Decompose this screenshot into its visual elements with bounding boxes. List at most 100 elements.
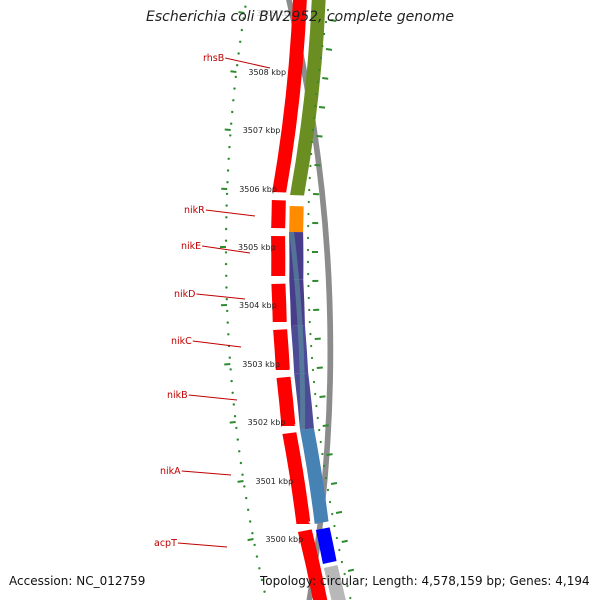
scale-dot	[227, 157, 230, 160]
scale-dot	[249, 520, 252, 523]
inner-dot	[310, 356, 314, 360]
scale-dot	[239, 461, 243, 465]
inner-dot	[307, 296, 310, 300]
cds-block	[271, 236, 286, 276]
inner-dot	[312, 380, 316, 384]
scale-dot	[230, 122, 233, 125]
scale-dot	[226, 321, 229, 324]
inner-dot	[346, 584, 349, 588]
scale-dot	[224, 227, 228, 231]
inner-dot	[319, 440, 322, 444]
scale-dot	[225, 204, 228, 207]
inner-dot	[321, 452, 324, 456]
inner-dot	[311, 368, 315, 372]
scale-dot	[258, 567, 261, 570]
scale-tick	[237, 480, 244, 483]
inner-tick	[318, 106, 326, 109]
scale-dot	[242, 17, 245, 20]
inner-dot	[308, 176, 311, 180]
inner-dot	[309, 332, 312, 336]
scale-dot	[227, 333, 230, 336]
inner-tick	[341, 539, 348, 543]
scale-dot	[230, 379, 233, 383]
scale-tick-label: 3505 kbp	[238, 243, 276, 252]
gene-label-nikR: nikR	[184, 205, 205, 216]
inner-dot	[310, 344, 313, 348]
cds-block	[276, 376, 296, 426]
cds-block	[271, 283, 287, 322]
gene-leader-nikB	[188, 394, 238, 401]
inner-dot	[318, 428, 321, 432]
gene-leader-rhsB	[225, 57, 271, 69]
inner-dot	[306, 248, 310, 252]
inner-dot	[331, 512, 334, 516]
inner-dot	[307, 200, 310, 204]
inner-dot	[324, 476, 328, 480]
gene-label-nikB: nikB	[167, 390, 188, 401]
cds-block	[273, 329, 290, 370]
inner-tick	[322, 77, 329, 80]
map-title: Escherichia coli BW2952, complete genome	[146, 9, 454, 25]
inner-dot	[306, 236, 310, 240]
scale-dot	[244, 496, 248, 500]
gene-leader-nikR	[205, 209, 256, 217]
inner-dot	[318, 68, 321, 72]
inner-dot	[308, 188, 311, 192]
scale-dot	[225, 274, 228, 277]
inner-dot	[333, 524, 336, 528]
gene-leader-nikA	[181, 470, 232, 476]
scale-dot	[235, 426, 238, 430]
cds-arrowhead	[281, 419, 296, 426]
inner-dot	[314, 392, 317, 396]
scale-tick-label: 3503 kbp	[242, 360, 280, 369]
scale-dot	[232, 99, 235, 102]
scale-dot	[231, 110, 234, 114]
scale-tick	[238, 11, 245, 14]
scale-dot	[225, 216, 228, 219]
scale-tick-label: 3504 kbp	[239, 301, 277, 310]
cds-arrowhead	[275, 363, 290, 370]
scale-dot	[229, 368, 232, 371]
scale-dot	[234, 75, 237, 79]
scale-dot	[241, 473, 244, 476]
cds-arrowhead	[296, 517, 311, 524]
inner-dot	[343, 572, 346, 576]
gene-label-nikA: nikA	[160, 466, 181, 477]
inner-dot	[310, 152, 313, 156]
scale-dot	[229, 134, 232, 137]
scale-dot	[263, 590, 266, 593]
inner-dot	[316, 80, 319, 84]
gene-label-nikC: nikC	[171, 336, 192, 347]
inner-dot	[306, 260, 310, 264]
cds-arrowhead	[271, 221, 286, 228]
inner-dot	[326, 8, 330, 12]
inner-dot	[323, 32, 326, 36]
scale-dot	[228, 356, 231, 359]
gene-label-acpT: acpT	[154, 538, 177, 549]
scale-dot	[243, 485, 246, 488]
inner-dot	[338, 548, 341, 552]
inner-dot	[315, 404, 318, 408]
gene-band-nikR	[289, 206, 304, 233]
scale-dot	[246, 508, 250, 511]
inner-tick	[325, 48, 333, 51]
scale-tick-label: 3508 kbp	[248, 68, 286, 77]
scale-dot	[228, 145, 231, 149]
inner-dot	[326, 488, 330, 492]
scale-tick	[229, 421, 236, 424]
inner-dot	[340, 560, 344, 564]
cds-arrowhead	[272, 315, 287, 322]
scale-dot	[226, 309, 229, 313]
scale-tick	[230, 70, 237, 73]
scale-dot	[226, 169, 230, 172]
inner-dot	[323, 464, 326, 468]
inner-dot	[335, 536, 338, 540]
scale-dot	[260, 578, 264, 582]
scale-dot	[236, 438, 239, 441]
scale-tick-label: 3501 kbp	[255, 477, 293, 486]
scale-tick-label: 3509 kbp	[256, 9, 294, 18]
inner-dot	[316, 416, 319, 420]
scale-dot	[226, 181, 229, 184]
gene-label-nikE: nikE	[181, 241, 201, 252]
inner-dot	[315, 92, 318, 96]
